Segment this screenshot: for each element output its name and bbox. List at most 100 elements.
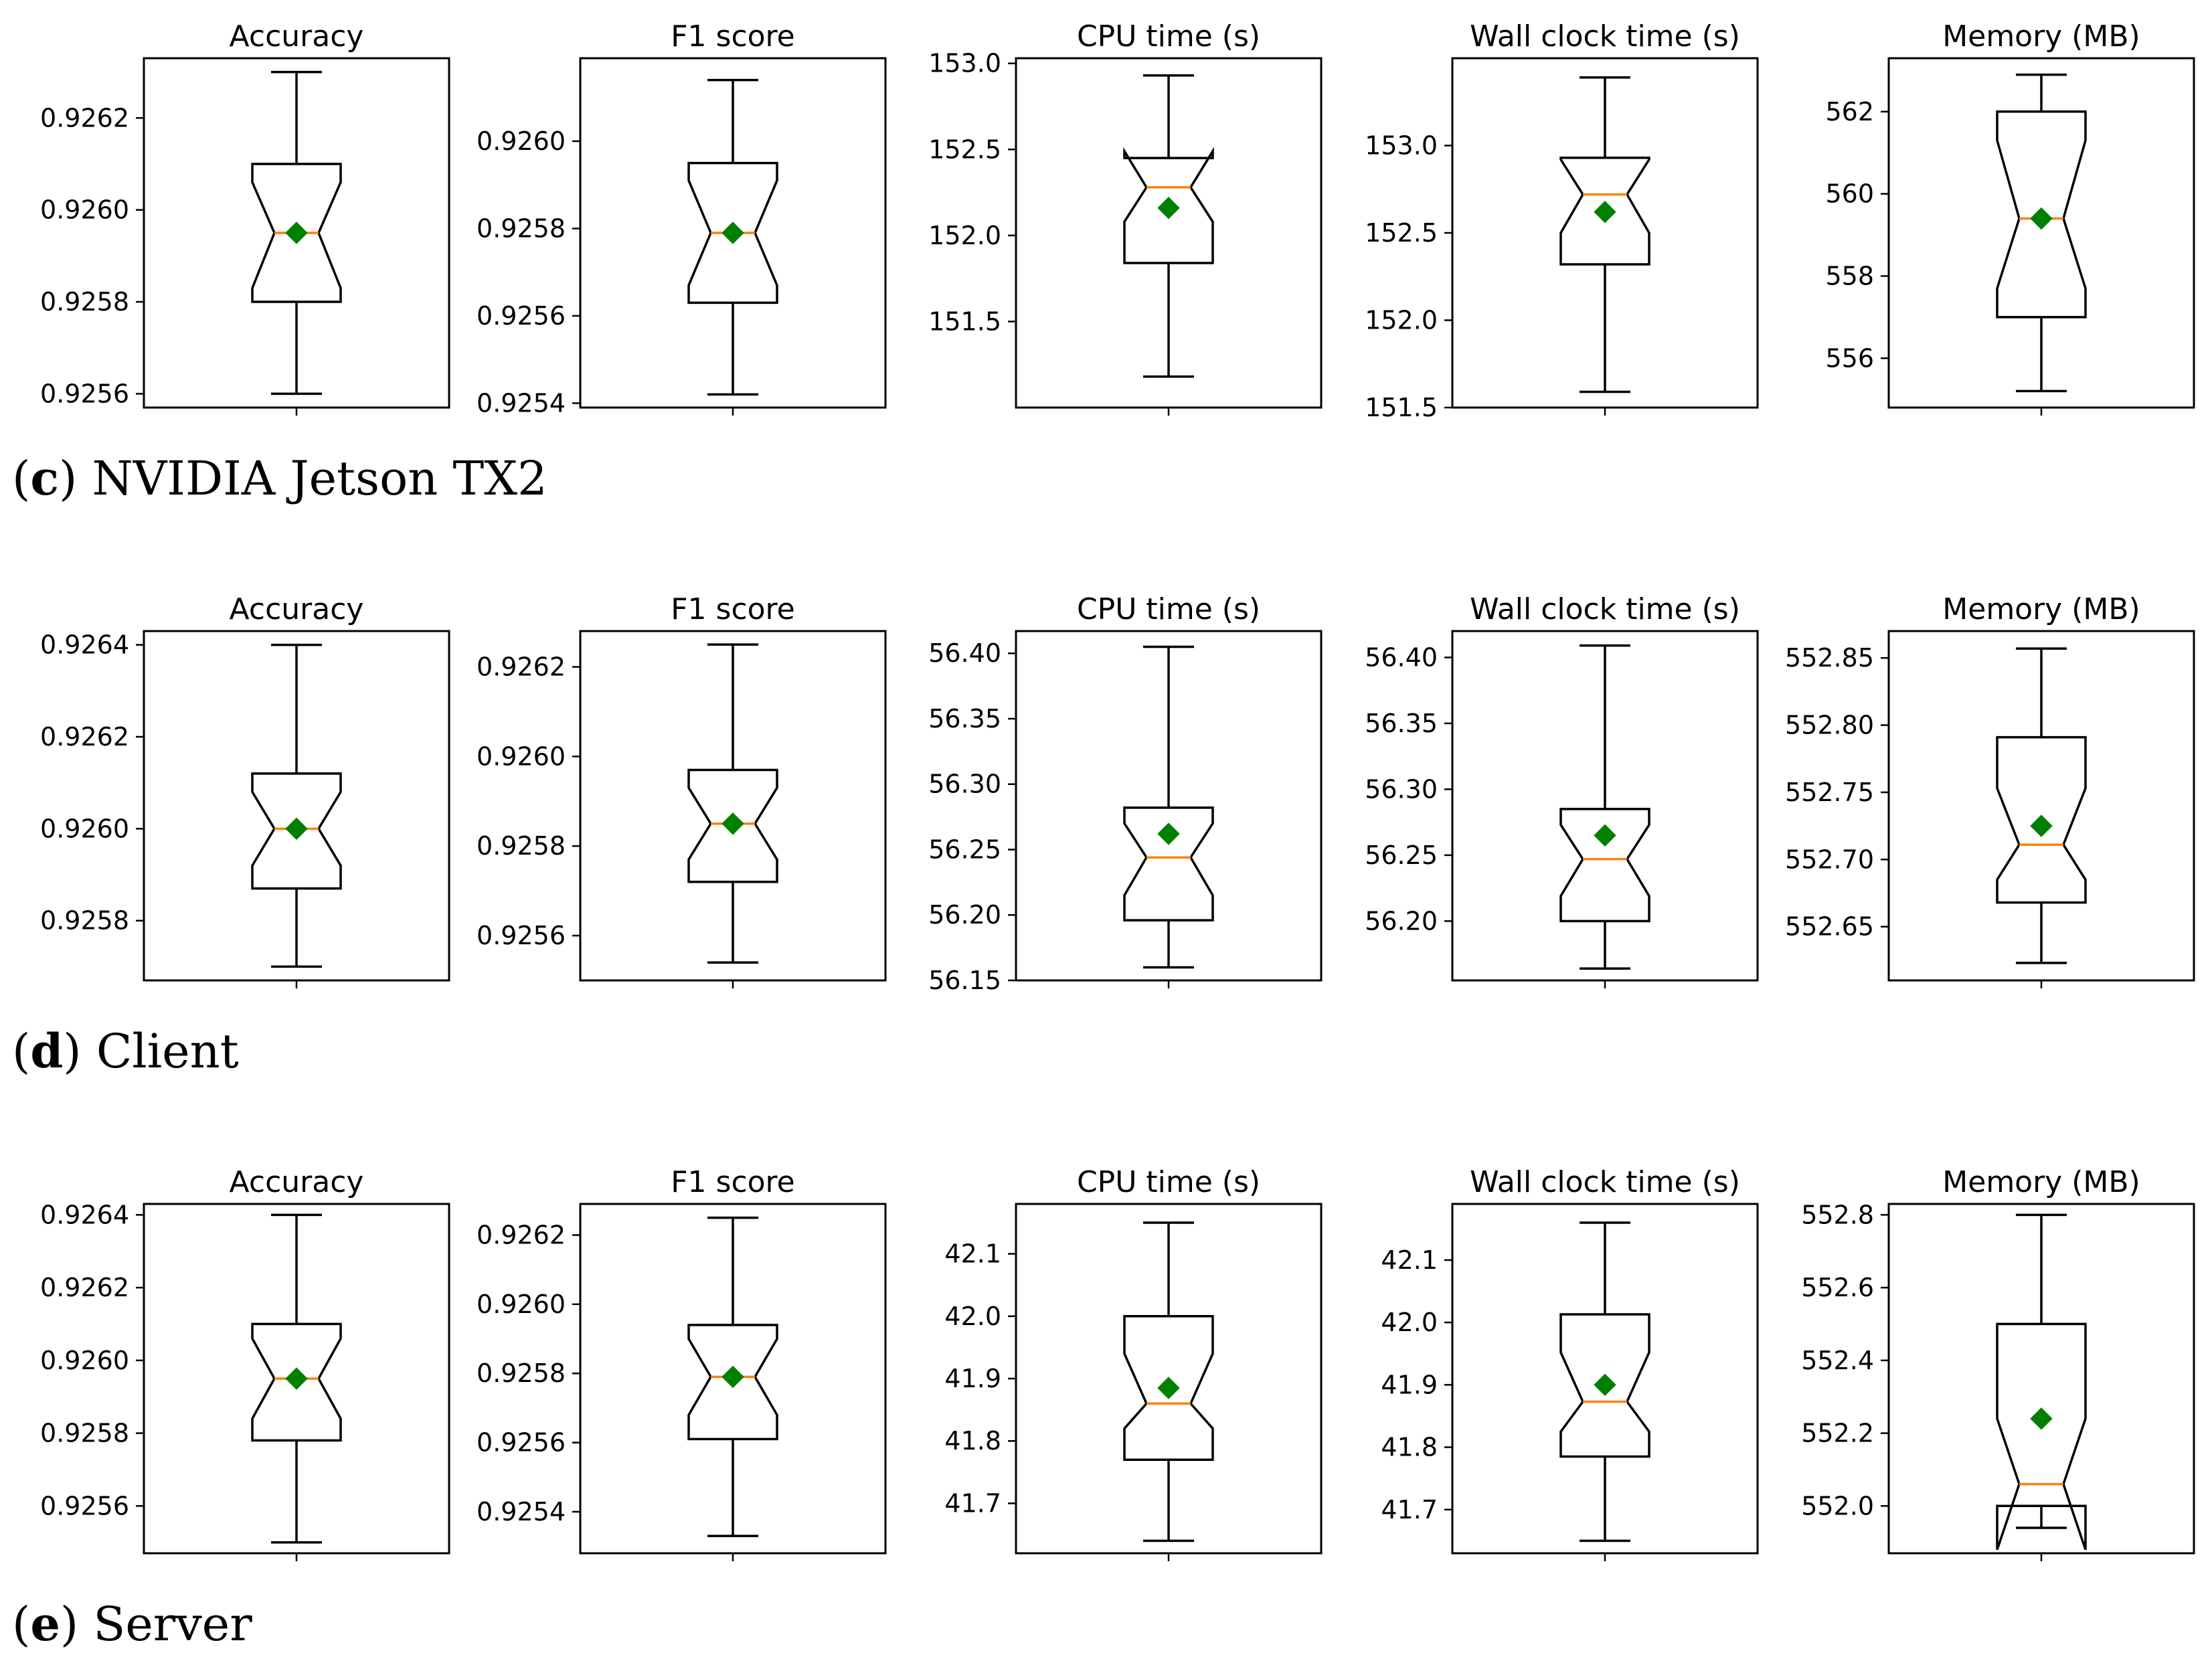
- panel-c-cpu-time-s: CPU time (s) 151.5 152.0 152.5 153.0: [928, 19, 1323, 416]
- panel-e-accuracy: Accuracy 0.9256 0.9258 0.9260 0.9262 0.9264: [40, 1165, 450, 1561]
- mean-marker: [721, 222, 744, 244]
- y-tick-label: 0.9254: [477, 1497, 566, 1526]
- y-tick-label: 42.1: [1381, 1245, 1438, 1275]
- y-tick-label: 552.85: [1785, 643, 1874, 673]
- caption-row-e: (e) Server: [12, 1596, 252, 1652]
- y-tick-label: 41.9: [1381, 1370, 1438, 1399]
- y-tick-label: 0.9262: [477, 652, 566, 682]
- y-tick-label: 56.20: [928, 900, 1001, 930]
- y-tick-label: 562: [1825, 97, 1874, 126]
- mean-marker: [2030, 1407, 2053, 1430]
- y-tick-label: 0.9256: [40, 379, 129, 408]
- mean-marker: [1594, 200, 1616, 224]
- y-tick-label: 0.9258: [40, 906, 129, 936]
- mean-marker: [2030, 814, 2053, 837]
- mean-marker: [1157, 1377, 1180, 1399]
- notched-box: [1559, 1313, 1650, 1458]
- y-tick-label: 560: [1825, 179, 1874, 209]
- axes-frame: [579, 57, 887, 409]
- y-tick-label: 552.8: [1801, 1200, 1874, 1229]
- panel-title: Wall clock time (s): [1470, 592, 1740, 626]
- panel-title: Accuracy: [230, 1165, 364, 1199]
- mean-marker: [721, 812, 744, 835]
- panel-title: CPU time (s): [1077, 1165, 1260, 1199]
- panel-e-wall-clock-time-s: Wall clock time (s) 41.7 41.8 41.9 42.0 42.1: [1381, 1165, 1759, 1561]
- y-tick-label: 552.80: [1785, 711, 1874, 740]
- y-tick-label: 41.8: [1381, 1433, 1438, 1462]
- mean-marker: [285, 817, 308, 841]
- notched-box: [1123, 147, 1214, 264]
- y-tick-label: 552.2: [1801, 1419, 1874, 1448]
- panel-title: Memory (MB): [1942, 1165, 2140, 1199]
- y-tick-label: 41.9: [944, 1364, 1001, 1393]
- y-tick-label: 552.4: [1801, 1346, 1874, 1375]
- panel-c-f1-score: F1 score 0.9254 0.9256 0.9258 0.9260: [477, 19, 887, 418]
- panel-d-f1-score: F1 score 0.9256 0.9258 0.9260 0.9262: [477, 592, 887, 988]
- panel-title: F1 score: [671, 19, 795, 54]
- panel-title: CPU time (s): [1077, 592, 1260, 626]
- y-tick-label: 0.9262: [40, 1273, 129, 1302]
- y-tick-label: 0.9262: [40, 722, 129, 752]
- mean-marker: [1157, 822, 1180, 845]
- y-tick-label: 56.35: [928, 704, 1001, 733]
- y-tick-label: 0.9264: [40, 1200, 129, 1229]
- y-tick-label: 42.1: [944, 1239, 1001, 1269]
- y-tick-label: 42.0: [944, 1302, 1001, 1331]
- notched-box: [1996, 1322, 2087, 1551]
- notched-box: [251, 163, 342, 303]
- y-tick-label: 56.15: [928, 966, 1001, 995]
- axes-frame: [579, 630, 887, 982]
- y-tick-label: 0.9260: [40, 814, 129, 843]
- y-tick-label: 153.0: [928, 49, 1001, 78]
- notched-box: [687, 161, 778, 304]
- panel-d-accuracy: Accuracy 0.9258 0.9260 0.9262 0.9264: [40, 592, 450, 988]
- panel-e-f1-score: F1 score 0.9254 0.9256 0.9258 0.9260 0.9262: [477, 1165, 887, 1561]
- y-tick-label: 152.0: [928, 221, 1001, 250]
- caption-row-d: (d) Client: [12, 1023, 239, 1079]
- y-tick-label: 56.25: [1365, 841, 1438, 870]
- mean-marker: [721, 1365, 744, 1389]
- y-tick-label: 41.7: [1381, 1495, 1438, 1524]
- y-tick-label: 0.9260: [477, 126, 566, 156]
- y-tick-label: 0.9256: [477, 1428, 566, 1458]
- y-tick-label: 56.20: [1365, 906, 1438, 936]
- y-tick-label: 552.70: [1785, 845, 1874, 874]
- y-tick-label: 0.9258: [40, 1419, 129, 1448]
- notched-box: [251, 772, 342, 890]
- panel-title: F1 score: [671, 592, 795, 626]
- y-tick-label: 41.7: [944, 1488, 1001, 1518]
- y-tick-label: 151.5: [928, 307, 1001, 336]
- y-tick-label: 56.25: [928, 835, 1001, 864]
- panel-c-memory-mb: Memory (MB) 556 558 560 562: [1825, 19, 2195, 416]
- mean-marker: [1594, 1373, 1616, 1397]
- axes-frame: [1015, 57, 1323, 409]
- axes-frame: [1887, 1203, 2195, 1555]
- panel-c-wall-clock-time-s: Wall clock time (s) 151.5 152.0 152.5 153.0: [1365, 19, 1759, 422]
- axes-frame: [1887, 57, 2195, 409]
- notched-box: [687, 1324, 778, 1441]
- panel-title: Wall clock time (s): [1470, 1165, 1740, 1199]
- panel-title: F1 score: [671, 1165, 795, 1199]
- y-tick-label: 0.9256: [477, 921, 566, 950]
- y-tick-label: 0.9264: [40, 630, 129, 660]
- notched-box: [687, 768, 778, 883]
- mean-marker: [285, 1367, 308, 1390]
- y-tick-label: 56.40: [928, 638, 1001, 668]
- y-tick-label: 56.35: [1365, 709, 1438, 738]
- panel-c-accuracy: Accuracy 0.9256 0.9258 0.9260 0.9262: [40, 19, 450, 416]
- mean-marker: [2030, 207, 2053, 230]
- y-tick-label: 558: [1825, 261, 1874, 290]
- y-tick-label: 0.9258: [477, 213, 566, 243]
- panel-d-cpu-time-s: CPU time (s) 56.15 56.20 56.25 56.30 56.35 56.…: [928, 592, 1323, 995]
- y-tick-label: 41.8: [944, 1426, 1001, 1456]
- y-tick-label: 56.40: [1365, 642, 1438, 672]
- mean-marker: [1594, 824, 1616, 847]
- y-tick-label: 42.0: [1381, 1308, 1438, 1337]
- y-tick-label: 552.6: [1801, 1273, 1874, 1302]
- mean-marker: [1157, 197, 1180, 220]
- y-tick-label: 151.5: [1365, 393, 1438, 422]
- panel-e-cpu-time-s: CPU time (s) 41.7 41.8 41.9 42.0 42.1: [944, 1165, 1323, 1561]
- y-tick-label: 153.0: [1365, 131, 1438, 161]
